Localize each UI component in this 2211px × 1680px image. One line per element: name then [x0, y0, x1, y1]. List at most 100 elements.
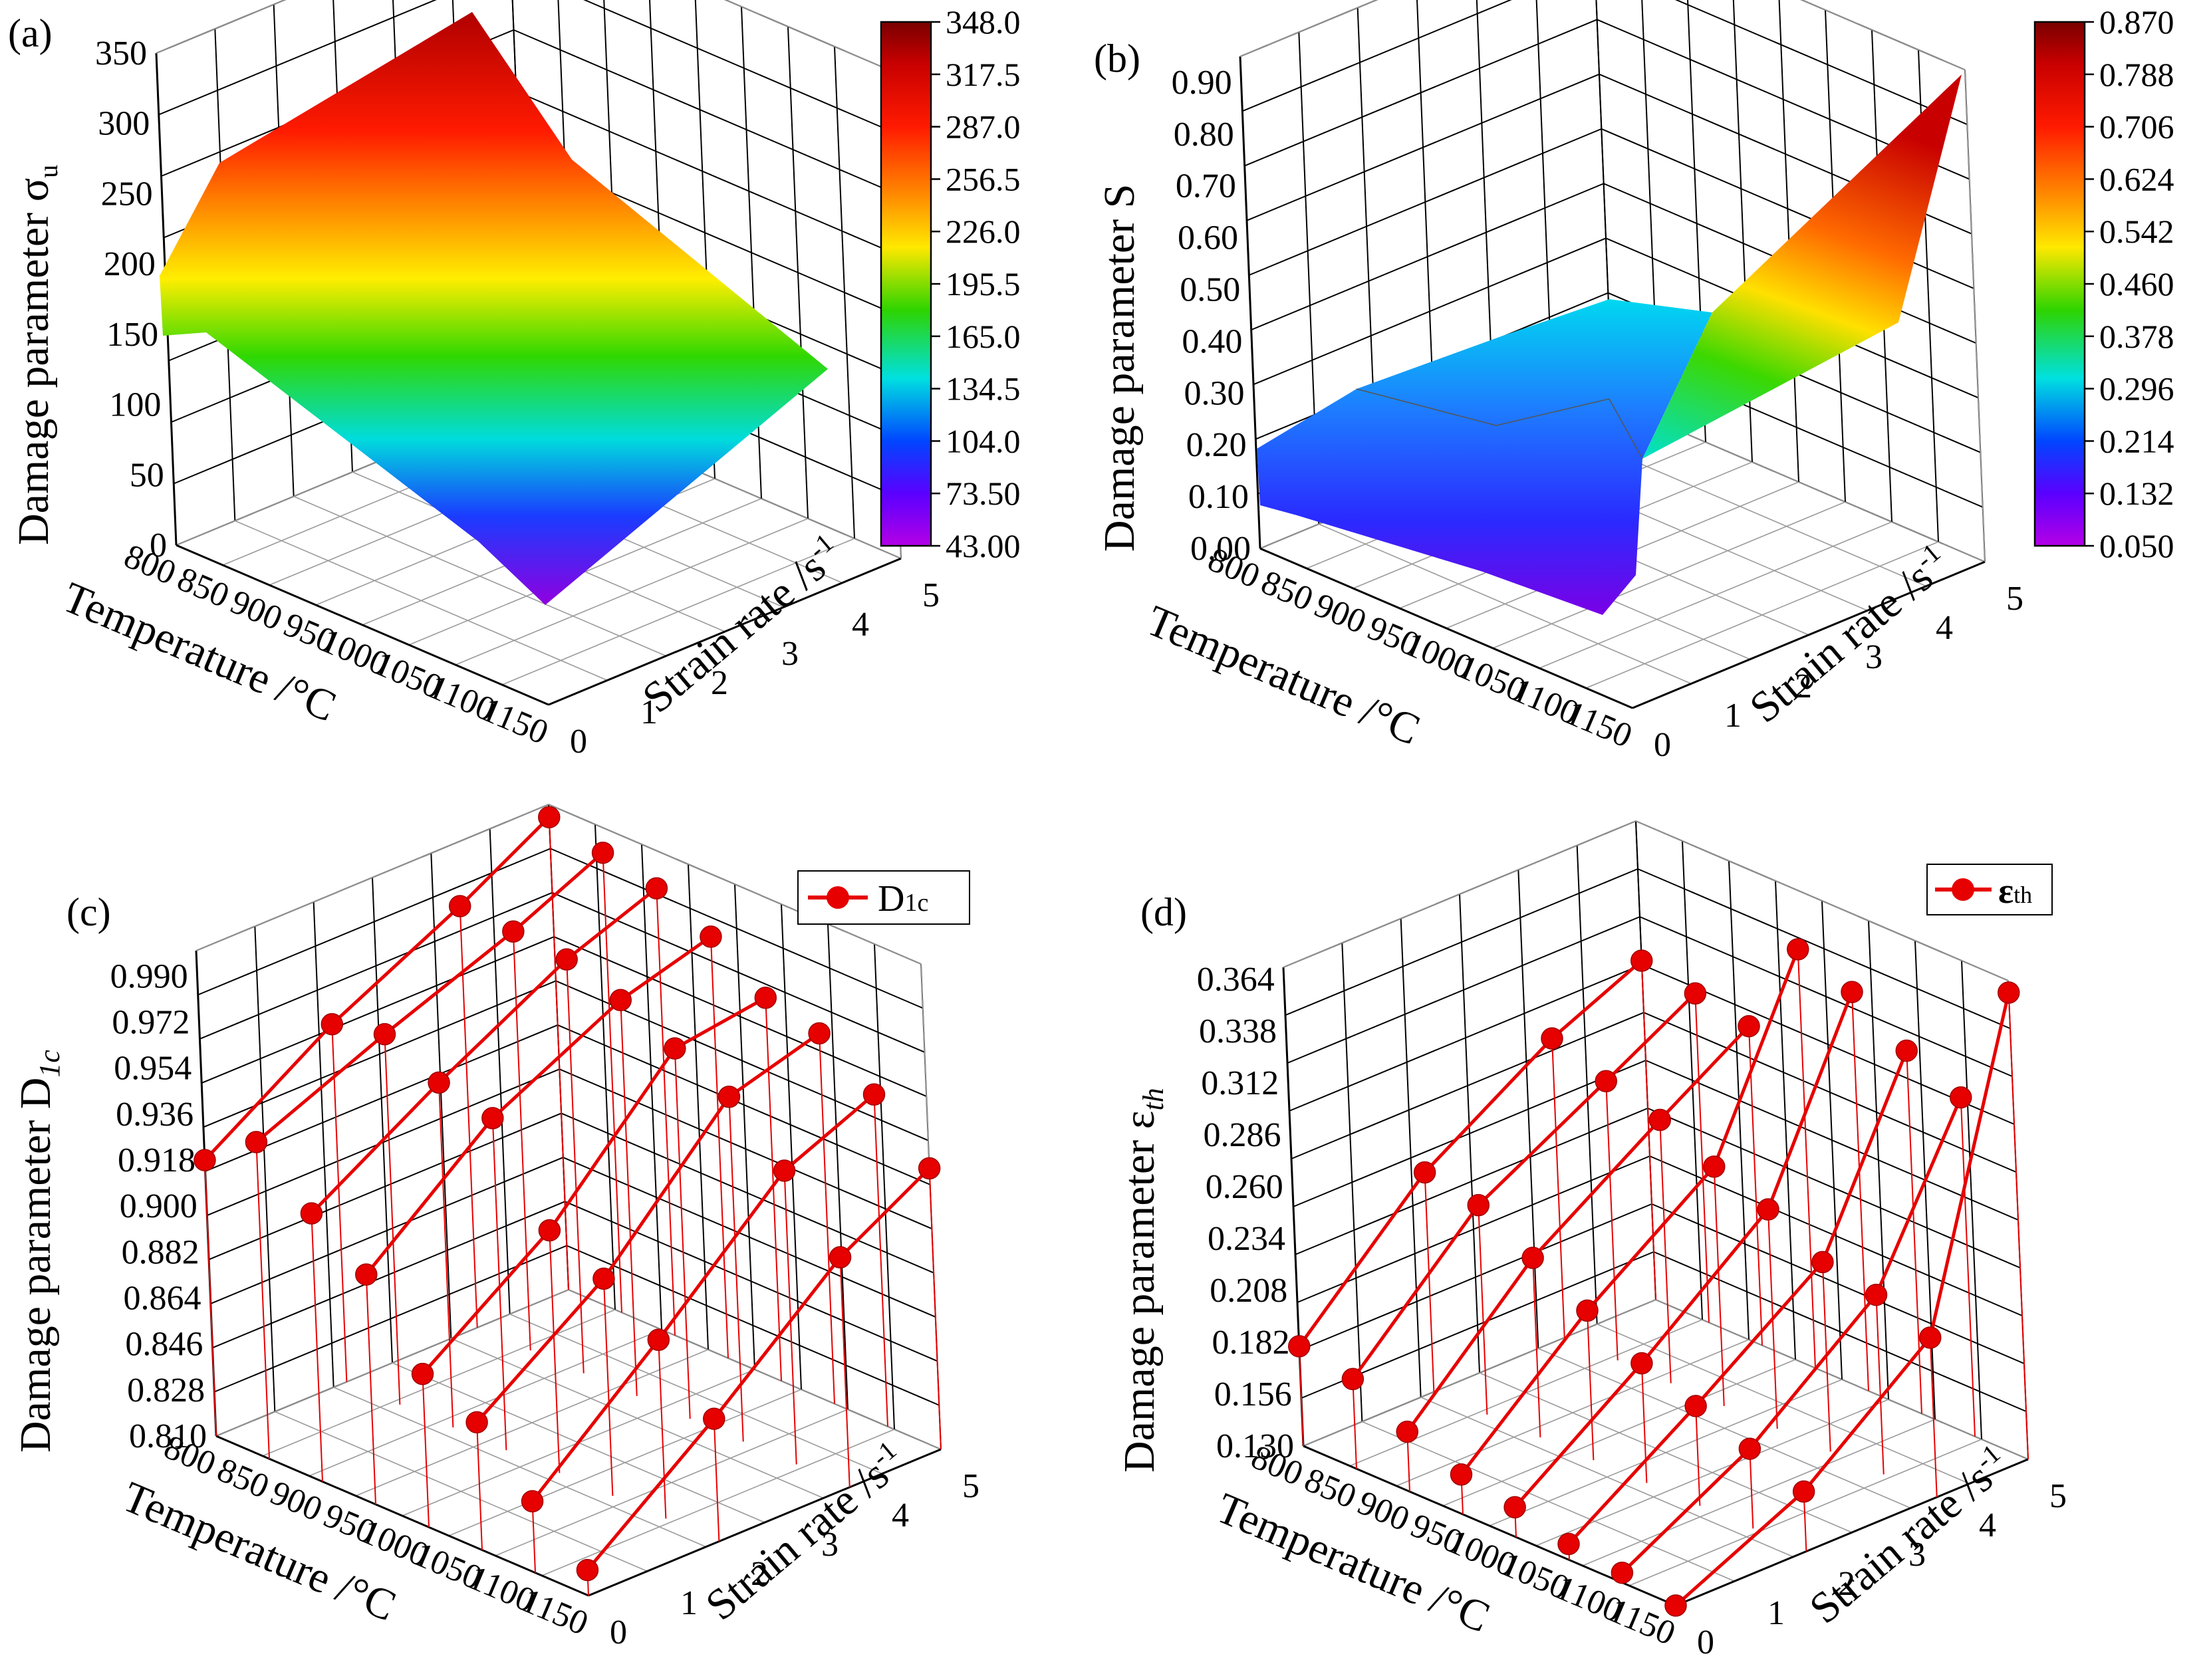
drop-line — [1586, 1310, 1595, 1461]
drop-line — [656, 888, 676, 1336]
data-point — [300, 1202, 323, 1225]
z-tick-label: 0.286 — [1204, 1116, 1281, 1154]
axis-line — [215, 1435, 589, 1597]
drop-line — [620, 1000, 638, 1396]
drop-line — [1640, 1363, 1648, 1483]
panel-a-colorbar-ticks: 348.0 317.5 287.0 256.5 226.0 195.5 165.0 134.5… — [931, 3, 1021, 564]
y-tick-label: 2 — [1795, 667, 1812, 705]
data-point — [1757, 1198, 1779, 1221]
z-tick-label: 0.882 — [122, 1233, 199, 1271]
drop-line — [365, 1274, 376, 1504]
data-point — [1413, 1161, 1436, 1184]
grid-line — [1239, 0, 1378, 57]
data-point — [521, 1490, 544, 1512]
axis-line — [548, 804, 922, 965]
axis-line — [1800, 0, 1966, 70]
series-line-900 — [310, 887, 658, 1215]
axis-line — [1964, 69, 1986, 562]
y-tick-label: 2 — [1838, 1565, 1855, 1603]
panel-c-zlabel: Damage parameter D1c — [11, 1050, 66, 1453]
y-tick-label: 3 — [781, 635, 799, 673]
legend-marker — [1952, 878, 1974, 901]
series-line-1050 — [475, 1032, 821, 1423]
panel-b-colorbar — [2033, 21, 2086, 547]
grid-line — [455, 518, 809, 665]
grid-line — [313, 901, 334, 1387]
drop-line — [1929, 1337, 1938, 1498]
axis-line — [195, 804, 549, 951]
colorbar-tick-label: 0.542 — [2099, 213, 2174, 250]
data-point — [591, 841, 614, 864]
y-tick-label: 4 — [1979, 1506, 1996, 1544]
panel-c-data — [194, 806, 942, 1596]
grid-line — [641, 844, 662, 1330]
data-point — [829, 1246, 852, 1268]
drop-line — [384, 1034, 401, 1405]
z-tick-label: 0.60 — [1178, 219, 1238, 257]
axis-line — [1632, 560, 1986, 709]
data-point — [645, 877, 668, 900]
drop-line — [459, 905, 478, 1328]
data-point — [1998, 981, 2020, 1004]
x-tick-label: 1150 — [516, 1582, 593, 1643]
grid-line — [594, 824, 616, 1310]
data-point — [1738, 1015, 1760, 1038]
panel-d: (d) 0.130 0.156 0.182 0.208 0.234 0.260 0.286 0… — [1115, 820, 2067, 1661]
colorbar-tick-label: 104.0 — [946, 422, 1021, 459]
grid-line — [1961, 960, 1982, 1440]
series-line-1050 — [1567, 1050, 1908, 1546]
grid-line — [1396, 1339, 1750, 1487]
grid-line — [1400, 918, 1422, 1397]
data-point — [1865, 1283, 1888, 1306]
data-point — [1648, 1108, 1671, 1132]
data-point — [245, 1131, 268, 1153]
panel-b-surface-right — [1642, 74, 1962, 459]
data-point — [609, 989, 632, 1012]
z-tick-label: 0.990 — [110, 957, 188, 995]
colorbar-tick-label: 0.050 — [2099, 527, 2174, 564]
data-point — [1841, 981, 1863, 1003]
data-point — [1630, 1352, 1653, 1375]
y-tick-label: 3 — [1865, 638, 1883, 676]
z-tick-label: 0.30 — [1184, 374, 1245, 412]
data-point — [773, 1159, 796, 1182]
panel-a: (a) 050100150200250300350800850900950100… — [8, 0, 1021, 761]
panel-c-legend: D1c — [797, 870, 970, 925]
colorbar-tick-label: 0.214 — [2099, 422, 2174, 459]
drop-line — [1695, 1405, 1701, 1506]
drop-line — [873, 1094, 888, 1427]
z-tick-label: 0.954 — [114, 1050, 192, 1088]
drop-line — [2008, 992, 2029, 1460]
colorbar-tick-label: 134.5 — [946, 370, 1021, 408]
z-tick-label: 0.40 — [1182, 322, 1242, 360]
data-point — [808, 1022, 831, 1045]
data-point — [1792, 1480, 1815, 1503]
series-line-800 — [1297, 959, 1643, 1348]
data-point — [1467, 1194, 1490, 1217]
drop-line — [1749, 1449, 1754, 1529]
grid-line — [541, 1429, 895, 1576]
z-tick-label: 0.80 — [1174, 116, 1234, 154]
drop-line — [1424, 1172, 1435, 1392]
z-tick-label: 0.338 — [1199, 1013, 1277, 1050]
z-tick-label: 100 — [109, 386, 161, 424]
grid-line — [1303, 1299, 1656, 1447]
drop-line — [1960, 1097, 1976, 1437]
axis-line — [176, 544, 549, 706]
data-point — [1557, 1532, 1580, 1556]
drop-line — [819, 1033, 835, 1404]
grid-line — [1492, 501, 1846, 649]
data-point — [1595, 1070, 1617, 1093]
data-point — [373, 1022, 396, 1046]
x-tick-label: 900 — [1353, 1484, 1415, 1539]
grid-line — [448, 1389, 802, 1536]
axis-line — [1283, 820, 1636, 968]
drop-line — [1478, 1205, 1488, 1415]
data-point — [647, 1328, 670, 1352]
y-tick-label: 2 — [751, 1555, 768, 1593]
drop-line — [1694, 993, 1710, 1323]
drop-line — [602, 1278, 614, 1496]
grid-line — [1682, 840, 1703, 1320]
y-tick-label: 5 — [2049, 1477, 2067, 1515]
